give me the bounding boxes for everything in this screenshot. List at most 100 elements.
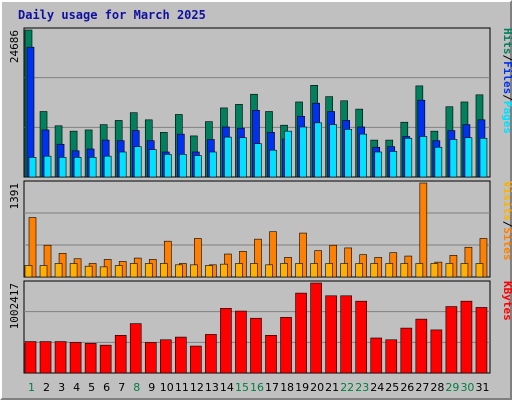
pages-bar	[404, 137, 413, 178]
visits-bar	[205, 265, 213, 278]
kbytes-bar	[340, 295, 352, 374]
pages-bar	[374, 151, 383, 178]
sites-bar	[163, 240, 172, 278]
kbytes-bar	[280, 317, 292, 374]
sites-bar	[194, 238, 202, 278]
sites-bar	[329, 244, 337, 278]
pages-bar	[58, 157, 67, 178]
day-label: 22	[340, 381, 354, 394]
day-label: 1	[28, 381, 35, 394]
day-label: 15	[235, 381, 249, 394]
pages-bar	[479, 137, 488, 178]
kbytes-bar	[220, 308, 232, 374]
pages-bar	[179, 154, 187, 178]
kbytes-bar	[265, 334, 277, 374]
day-label: 13	[205, 381, 219, 394]
day-label: 2	[43, 381, 50, 394]
visits-bar	[265, 264, 273, 278]
kbytes-bar	[205, 334, 217, 374]
day-label: 12	[190, 381, 204, 394]
kbytes-bar	[415, 318, 428, 374]
series-legend: KBytes	[501, 281, 512, 321]
pages-bar	[43, 155, 52, 178]
day-label: 18	[280, 381, 294, 394]
kbytes-bar	[84, 343, 97, 374]
max-value-label: 1002417	[8, 283, 21, 329]
series-legend-entry: Sites	[501, 227, 512, 260]
kbytes-bar	[355, 300, 368, 374]
series-legend: Hits/Files/Pages	[501, 28, 512, 134]
pages-bar	[329, 124, 337, 178]
visits-bar	[460, 263, 469, 278]
visits-bar	[84, 265, 93, 278]
day-label: 6	[103, 381, 110, 394]
visits-bar	[415, 263, 424, 278]
series-legend-entry: /	[501, 94, 512, 101]
visits-bar	[99, 266, 108, 278]
pages-bar	[449, 139, 458, 178]
visits-bar	[445, 263, 454, 278]
pages-bar	[254, 143, 262, 178]
day-label: 14	[220, 381, 234, 394]
day-label: 4	[73, 381, 80, 394]
kbytes-bar	[400, 327, 413, 374]
visits-bar	[220, 263, 228, 278]
pages-bar	[88, 157, 97, 178]
day-label: 11	[175, 381, 189, 394]
day-label: 31	[475, 381, 489, 394]
pages-bar	[118, 151, 127, 178]
visits-bar	[295, 263, 303, 278]
sites-bar	[464, 246, 473, 278]
pages-bar	[209, 151, 217, 178]
series-legend: Visits/Sites	[501, 181, 512, 261]
kbytes-bar	[114, 334, 127, 374]
pages-bar	[269, 149, 277, 178]
pages-bar	[419, 136, 428, 178]
day-label: 10	[160, 381, 174, 394]
kbytes-bar	[159, 339, 172, 374]
sites-bar	[419, 182, 428, 278]
series-legend-entry: /	[501, 55, 512, 62]
day-label: 19	[295, 381, 309, 394]
pages-bar	[359, 133, 368, 178]
day-label: 30	[460, 381, 474, 394]
kbytes-bar	[325, 295, 337, 374]
pages-bar	[224, 136, 232, 178]
sites-bar	[43, 244, 52, 278]
kbytes-bar	[175, 336, 187, 374]
pages-bar	[299, 126, 307, 178]
day-label: 8	[133, 381, 140, 394]
sites-bar	[344, 247, 352, 278]
kbytes-bar	[310, 282, 322, 374]
day-label: 26	[400, 381, 414, 394]
series-legend-entry: Files	[501, 61, 512, 94]
visits-bar	[475, 263, 484, 278]
day-label: 23	[355, 381, 369, 394]
day-label: 7	[118, 381, 125, 394]
pages-bar	[163, 154, 172, 178]
kbytes-bar	[235, 310, 247, 374]
series-legend-entry: Pages	[501, 101, 512, 134]
pages-bar	[344, 129, 352, 178]
visits-bar	[54, 263, 63, 278]
visits-bar	[129, 263, 138, 278]
day-label: 21	[325, 381, 339, 394]
pages-bar	[148, 149, 157, 178]
kbytes-bar	[430, 329, 443, 374]
kbytes-bar	[475, 307, 488, 374]
kbytes-bar	[295, 292, 307, 374]
series-legend-entry: /	[501, 221, 512, 228]
sites-bar	[28, 217, 37, 278]
series-legend-entry: KBytes	[501, 281, 512, 321]
pages-bar	[239, 137, 247, 178]
series-legend-entry: Visits	[501, 181, 512, 221]
kbytes-bar	[250, 317, 262, 374]
day-label: 27	[415, 381, 429, 394]
pages-bar	[103, 155, 112, 178]
day-label: 17	[265, 381, 279, 394]
visits-bar	[325, 263, 333, 278]
day-label: 29	[445, 381, 459, 394]
kbytes-bar	[39, 341, 52, 374]
pages-bar	[28, 157, 37, 178]
